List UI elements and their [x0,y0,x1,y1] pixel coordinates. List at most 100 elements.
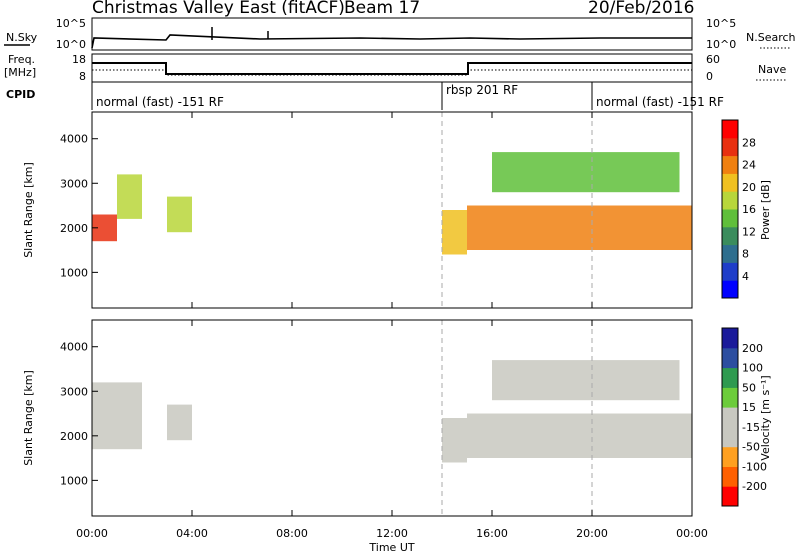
velocity-colorbar-swatch-9 [722,328,738,349]
power-colorbar-tick-label: 24 [742,159,756,172]
velocity-colorbar-frame [721,327,739,507]
power-colorbar-tick-label: 20 [742,181,756,194]
velocity-y-tick-label: 3000 [60,385,88,398]
velocity-colorbar-tick-label: -100 [742,460,767,473]
power-panel: 1000 2000 3000 4000 Slant Range [km] [22,111,693,309]
power-y-tick-label: 4000 [60,133,88,146]
power-colorbar: 28 24 20 16 12 8 4 [721,119,756,299]
power-colorbar-swatch-3 [722,244,738,263]
power-colorbar-swatch-4 [722,226,738,246]
power-y-tick-label: 1000 [60,266,88,279]
x-tick-label: 00:00 [76,527,108,540]
x-tick-label: 16:00 [476,527,508,540]
velocity-colorbar-swatch-2 [722,466,738,487]
x-tick-label: 04:00 [176,527,208,540]
power-colorbar-swatch-9 [722,137,738,157]
velocity-colorbar-tick-label: 200 [742,342,763,355]
freq-tick-bottom: 8 [79,70,86,83]
velocity-echo-region-5 [492,360,680,401]
nsky-tick-top-right: 10^5 [706,17,736,30]
nsky-tick-top-left: 10^5 [56,17,86,30]
power-colorbar-frame [721,119,739,299]
power-colorbar-swatch-6 [722,191,738,210]
power-colorbar-swatch-10 [722,120,738,139]
velocity-echo-region-1 [92,382,142,450]
power-echo-region-5 [467,205,692,250]
velocity-colorbar-swatch-8 [722,347,738,369]
power-colorbar-swatch-7 [722,173,738,192]
velocity-y-tick-label: 2000 [60,430,88,443]
nsky-tick-bottom-right: 10^0 [706,38,736,51]
velocity-echo-region-3 [442,418,467,463]
power-echo-region-2 [117,174,142,219]
nave-label: Nave [758,63,786,76]
nave-tick-bottom: 0 [706,70,713,83]
cpid-mode-3: normal (fast) -151 RF [596,95,724,109]
velocity-colorbar-swatch-5 [722,407,738,428]
power-colorbar-tick-label: 12 [742,225,756,238]
power-colorbar-swatch-2 [722,262,738,281]
power-echo-region-6 [492,152,680,193]
power-ylabel: Slant Range [km] [22,162,35,258]
x-tick-label: 20:00 [576,527,608,540]
velocity-colorbar-swatch-1 [722,486,738,507]
plot-title: Christmas Valley East (fitACF) [92,0,345,18]
velocity-colorbar-tick-label: 100 [742,362,763,375]
beam-label: Beam 17 [344,0,421,18]
velocity-y-axis: 1000 2000 3000 4000 [60,341,98,487]
velocity-colorbar-tick-label: 15 [742,401,756,414]
x-tick-label: 00:00 [676,527,708,540]
velocity-echo-region-4 [467,413,692,458]
velocity-data-layer [92,360,692,463]
power-colorbar-label: Power [dB] [759,180,772,240]
velocity-panel: 1000 2000 3000 4000 Slant Range [km] [22,319,693,517]
power-colorbar-swatch-5 [722,209,738,228]
freq-tick-top: 18 [72,53,86,66]
velocity-colorbar-swatch-7 [722,367,738,388]
velocity-colorbar: 200 100 50 15 -15 -50 -100 -200 [721,327,767,507]
power-data-layer [92,152,692,255]
velocity-colorbar-swatch-4 [722,426,738,448]
cpid-mode-2: rbsp 201 RF [446,83,518,97]
nsky-tick-bottom-left: 10^0 [56,38,86,51]
velocity-colorbar-swatch-3 [722,446,738,467]
nsearch-label: N.Search [746,31,796,44]
cpid-label: CPID [6,88,35,101]
power-colorbar-tick-label: 28 [742,136,756,149]
date-label: 20/Feb/2016 [588,0,695,18]
nsky-frame [91,17,693,51]
power-y-tick-label: 2000 [60,222,88,235]
freq-unit-label: [MHz] [4,66,36,79]
time-x-axis: 00:00 04:00 08:00 12:00 16:00 20:00 00:00 [76,112,708,540]
cpid-strip: CPID normal (fast) -151 RF rbsp 201 RF n… [6,82,724,110]
velocity-colorbar-tick-label: -15 [742,421,760,434]
nave-tick-top: 60 [706,53,720,66]
velocity-ylabel: Slant Range [km] [22,370,35,466]
velocity-colorbar-tick-label: 50 [742,381,756,394]
velocity-echo-region-2 [167,404,192,441]
velocity-colorbar-tick-label: -50 [742,441,760,454]
velocity-colorbar-swatch-6 [722,387,738,408]
nsky-label: N.Sky [6,31,38,44]
time-xlabel: Time UT [368,541,414,554]
nsky-strip: N.Sky 10^5 10^0 10^5 10^0 N.Search [4,17,796,51]
velocity-colorbar-tick-label: -200 [742,480,767,493]
velocity-y-tick-label: 4000 [60,341,88,354]
velocity-colorbar-label: Velocity [m s⁻¹] [759,375,772,460]
freq-label: Freq. [8,53,35,66]
x-tick-label: 12:00 [376,527,408,540]
power-y-tick-label: 3000 [60,177,88,190]
power-echo-region-3 [167,196,192,233]
power-y-axis: 1000 2000 3000 4000 [60,133,98,279]
freq-strip: Freq. [MHz] 18 8 60 0 Nave [4,53,786,83]
x-tick-label: 08:00 [276,527,308,540]
velocity-y-tick-label: 1000 [60,474,88,487]
power-colorbar-tick-label: 8 [742,248,749,261]
freq-frame [91,53,693,83]
cpid-mode-1: normal (fast) -151 RF [96,95,224,109]
power-echo-region-4 [442,210,467,255]
freq-line [92,62,692,75]
power-colorbar-tick-label: 4 [742,270,749,283]
power-colorbar-tick-label: 16 [742,203,756,216]
